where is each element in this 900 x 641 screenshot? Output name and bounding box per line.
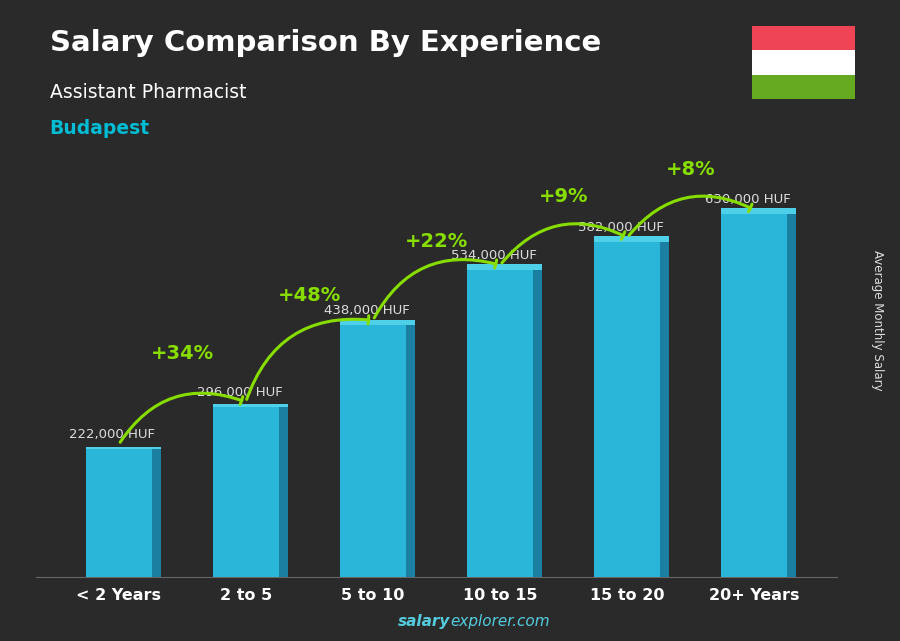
Text: Average Monthly Salary: Average Monthly Salary xyxy=(871,250,884,391)
Text: +34%: +34% xyxy=(150,344,214,363)
Bar xyxy=(721,215,788,577)
Bar xyxy=(594,236,670,242)
Bar xyxy=(721,208,796,215)
Bar xyxy=(661,242,670,577)
Text: +8%: +8% xyxy=(666,160,716,179)
Bar xyxy=(86,449,152,577)
Text: explorer.com: explorer.com xyxy=(450,615,550,629)
Bar xyxy=(86,447,160,449)
Text: Budapest: Budapest xyxy=(50,119,149,138)
Bar xyxy=(279,406,288,577)
Text: 582,000 HUF: 582,000 HUF xyxy=(578,221,664,234)
Text: 296,000 HUF: 296,000 HUF xyxy=(196,386,283,399)
Text: 222,000 HUF: 222,000 HUF xyxy=(69,428,156,441)
Text: +22%: +22% xyxy=(405,232,468,251)
Bar xyxy=(533,270,542,577)
Bar xyxy=(340,325,406,577)
Bar xyxy=(467,264,542,270)
Bar xyxy=(212,404,288,406)
Bar xyxy=(340,320,415,325)
Bar xyxy=(752,75,855,99)
Bar xyxy=(788,215,796,577)
Bar xyxy=(467,270,533,577)
Text: 534,000 HUF: 534,000 HUF xyxy=(451,249,536,262)
Text: +9%: +9% xyxy=(539,187,589,206)
Text: +48%: +48% xyxy=(278,286,341,305)
Text: salary: salary xyxy=(398,615,450,629)
Bar xyxy=(406,325,415,577)
Bar xyxy=(752,50,855,75)
Bar xyxy=(752,26,855,50)
Text: Salary Comparison By Experience: Salary Comparison By Experience xyxy=(50,29,601,57)
Bar xyxy=(152,449,160,577)
Text: Assistant Pharmacist: Assistant Pharmacist xyxy=(50,83,246,103)
Bar xyxy=(594,242,661,577)
Text: 630,000 HUF: 630,000 HUF xyxy=(705,194,791,206)
Text: 438,000 HUF: 438,000 HUF xyxy=(324,304,410,317)
Bar xyxy=(212,406,279,577)
